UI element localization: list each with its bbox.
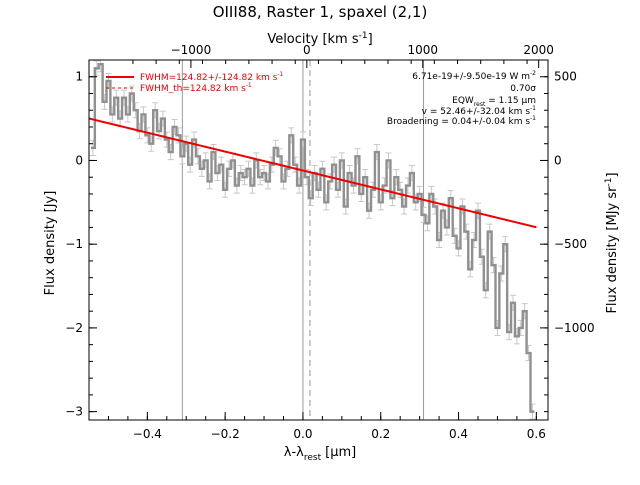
right-y-axis-label: Flux density [MJy sr-1] (604, 172, 620, 313)
legend-text-2-sup: -1 (246, 82, 252, 89)
y-tick-label: 1 (75, 70, 83, 84)
x-tick-label: 0.6 (527, 427, 546, 441)
annotation-eqw-pre: EQW (452, 96, 474, 106)
annotation-broadening: Broadening = 0.04+/-0.04 km s-1 (387, 115, 536, 127)
y-tick-label: −1 (65, 237, 83, 251)
y-tick-label: −3 (65, 405, 83, 419)
legend-text-1-sup: -1 (277, 71, 283, 78)
chart-title: OIII88, Raster 1, spaxel (2,1) (213, 3, 428, 21)
x-axis-label: λ-λrest [μm] (284, 445, 356, 463)
annotation-velocity: v = 52.46+/-32.04 km s-1 (422, 105, 537, 117)
y-tick-label: −2 (65, 321, 83, 335)
right-y-axis-label-end: ] (605, 172, 620, 177)
top-tick-label: 0 (303, 43, 311, 57)
plot-layer: −0.4 −0.2 0.0 0.2 0.4 0.6 −3 −2 −1 0 1 −1000 0 1000 20… (65, 43, 594, 441)
annotation-flux: 6.71e-19+/-9.50e-19 W m-2 (412, 70, 536, 82)
annotation-flux-sup: -2 (530, 70, 536, 77)
top-tick-label: 2000 (523, 43, 554, 57)
x-tick-label: −0.2 (211, 427, 240, 441)
top-tick-label: 1000 (407, 43, 438, 57)
annotation-sigma: 0.70σ (510, 84, 536, 94)
right-y-axis-label-main: Flux density [MJy sr (605, 186, 620, 314)
x-tick-label: 0.2 (371, 427, 390, 441)
annotation-eqw: EQWrest = 1.15 μm (452, 96, 536, 108)
annotation-broadening-main: Broadening = 0.04+/-0.04 km s (387, 117, 530, 127)
x-axis-label-sub: rest (304, 453, 322, 463)
fit-annotations: 6.71e-19+/-9.50e-19 W m-2 0.70σ EQWrest … (387, 70, 536, 127)
legend: FWHM=124.82+/-124.82 km s-1 FWHM_th=124.… (106, 71, 284, 94)
legend-text-1: FWHM=124.82+/-124.82 km s-1 (140, 71, 284, 83)
annotation-velocity-main: v = 52.46+/-32.04 km s (422, 107, 531, 117)
annotation-eqw-sub: rest (474, 101, 486, 108)
fit-curve (89, 117, 537, 229)
right-y-axis-label-sup: -1 (604, 178, 614, 187)
x-tick-label: −0.4 (133, 427, 162, 441)
right-tick-label: 0 (554, 153, 562, 167)
legend-text-2: FWHM_th=124.82 km s-1 (140, 82, 252, 94)
x-axis-label-unit: [μm] (325, 445, 356, 460)
top-tick-label: −1000 (171, 43, 212, 57)
x-axis-label-main: λ-λ (284, 445, 304, 460)
top-axis-label-main: Velocity [km s (267, 32, 359, 47)
right-tick-label: −500 (554, 237, 587, 251)
top-axis-label-end: ] (368, 32, 373, 47)
annotation-velocity-sup: -1 (530, 105, 536, 112)
y-tick-label: 0 (75, 153, 83, 167)
annotation-broadening-sup: -1 (530, 115, 536, 122)
top-axis-label-sup: -1 (359, 31, 368, 41)
y-axis-label: Flux density [Jy] (43, 191, 58, 296)
x-tick-label: 0.0 (293, 427, 312, 441)
legend-text-2-main: FWHM_th=124.82 km s (140, 84, 246, 94)
right-tick-label: 500 (554, 70, 577, 84)
right-tick-label: −1000 (554, 321, 595, 335)
x-tick-label: 0.4 (449, 427, 468, 441)
top-axis-label: Velocity [km s-1] (267, 31, 372, 47)
spectrum-group (89, 60, 537, 420)
annotation-flux-main: 6.71e-19+/-9.50e-19 W m (412, 72, 530, 82)
legend-text-1-main: FWHM=124.82+/-124.82 km s (140, 73, 278, 83)
annotation-eqw-val: = 1.15 μm (485, 96, 536, 106)
